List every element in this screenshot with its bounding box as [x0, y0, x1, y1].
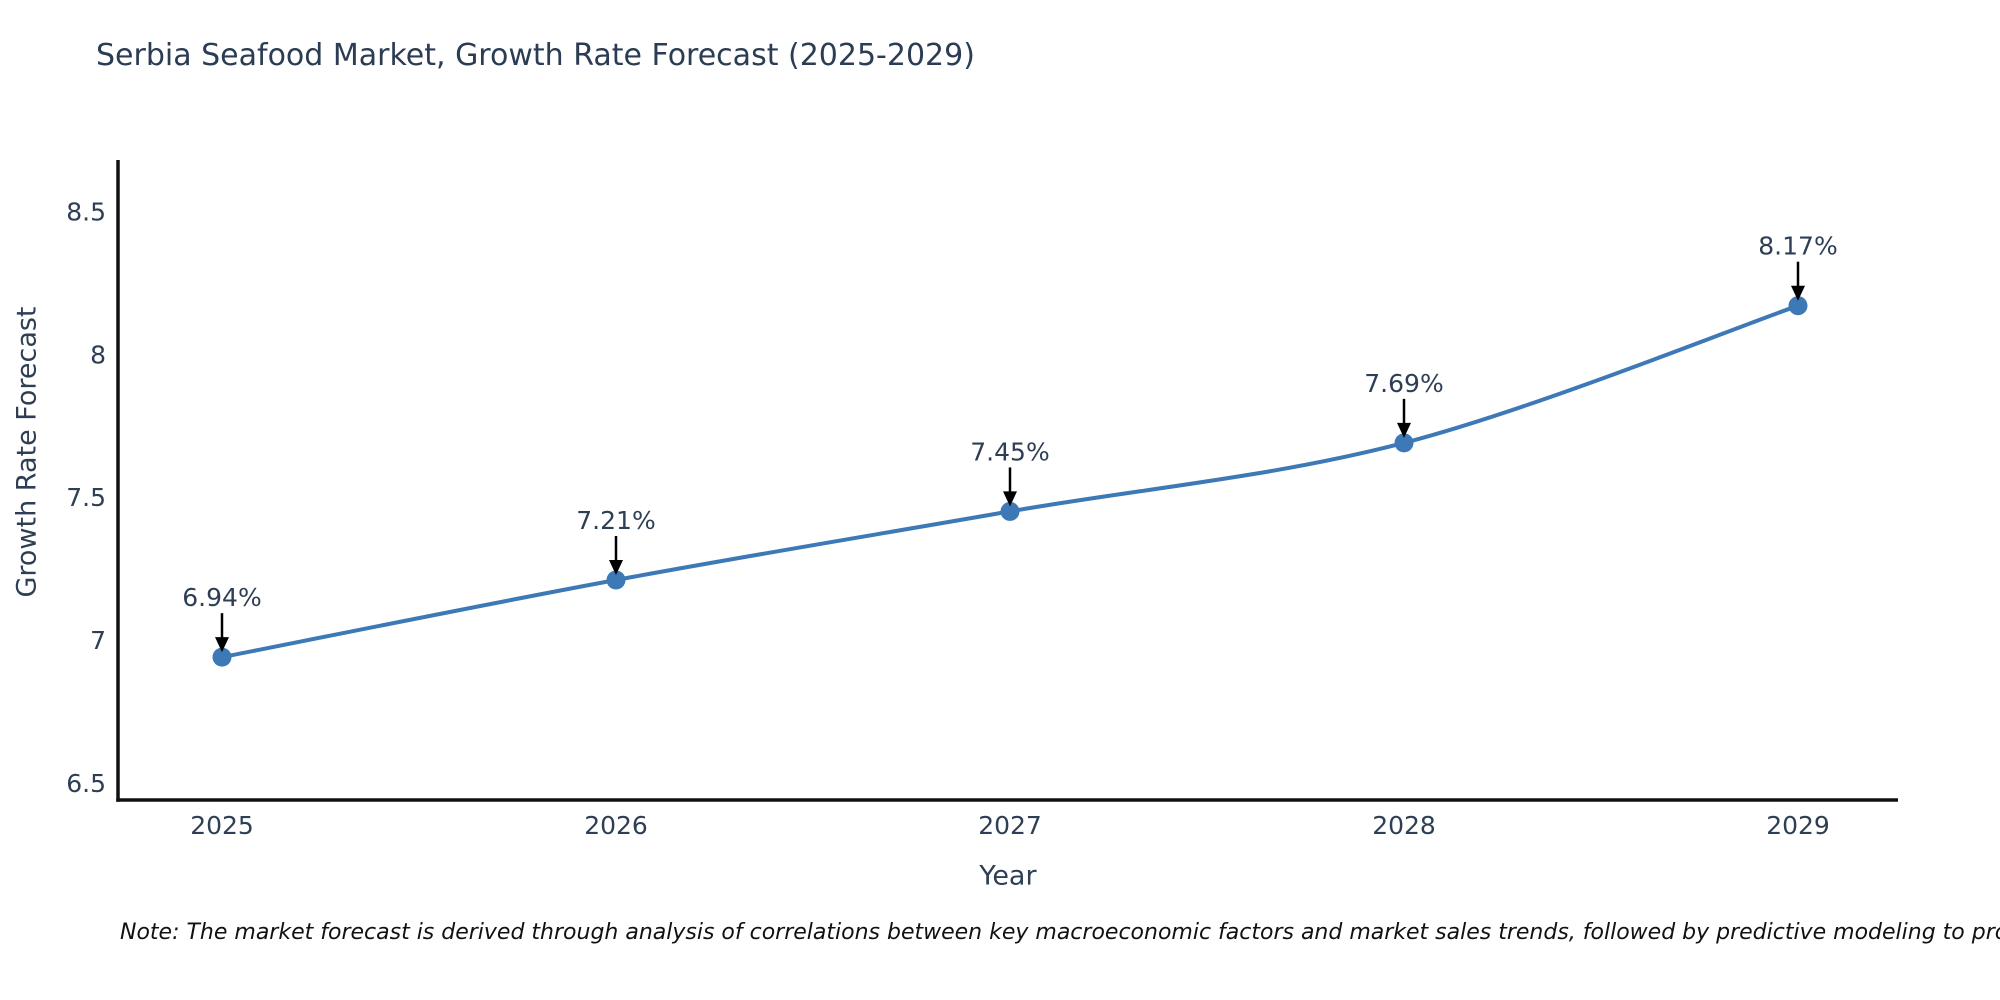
- y-tick-label: 7.5: [66, 483, 106, 512]
- annotation-arrowhead: [1791, 285, 1805, 301]
- point-annotation-label: 7.21%: [576, 506, 655, 535]
- y-tick-label: 8: [90, 340, 106, 369]
- annotation-arrowhead: [609, 560, 623, 575]
- data-point-marker: [1394, 433, 1414, 453]
- annotation-arrowhead: [1397, 422, 1411, 438]
- annotation-arrowhead: [1003, 491, 1017, 507]
- footnote: Note: The market forecast is derived thr…: [120, 920, 2000, 945]
- point-annotation-label: 7.69%: [1364, 369, 1443, 398]
- point-annotation-label: 6.94%: [182, 583, 261, 612]
- chart-title: Serbia Seafood Market, Growth Rate Forec…: [96, 38, 975, 73]
- point-annotation-label: 7.45%: [970, 437, 1049, 466]
- x-tick-label: 2027: [978, 811, 1042, 840]
- y-axis-title: Growth Rate Forecast: [11, 306, 43, 598]
- y-tick-label: 7: [90, 626, 106, 655]
- x-tick-label: 2026: [584, 811, 648, 840]
- x-tick-label: 2028: [1372, 811, 1436, 840]
- y-tick-label: 6.5: [66, 769, 106, 798]
- point-annotation-label: 8.17%: [1758, 232, 1837, 261]
- x-axis-title: Year: [979, 860, 1037, 892]
- x-tick-label: 2029: [1766, 811, 1830, 840]
- data-point-marker: [606, 570, 626, 590]
- y-tick-label: 8.5: [66, 197, 106, 226]
- data-point-marker: [1000, 501, 1020, 521]
- data-point-marker: [1788, 296, 1808, 316]
- x-tick-label: 2025: [190, 811, 254, 840]
- annotation-arrowhead: [215, 637, 229, 653]
- data-point-marker: [212, 647, 232, 667]
